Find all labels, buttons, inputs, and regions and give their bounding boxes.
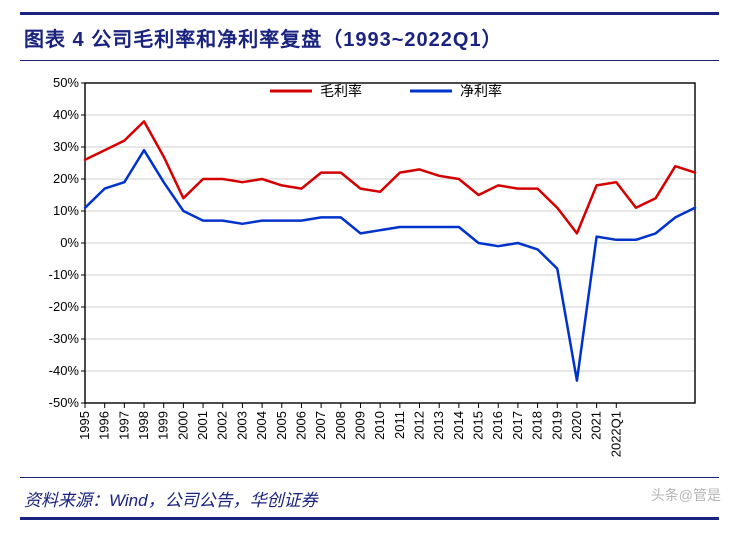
x-tick-label: 1997 [116, 411, 131, 440]
chart-area: -50% -40% -30% -20% -10% 0% 10% 20% 30% 40% 50% 199… [30, 71, 709, 471]
x-tick-label: 2004 [254, 411, 269, 440]
y-tick-label: 50% [53, 75, 79, 90]
y-tick-label: -10% [49, 267, 80, 282]
x-tick-label: 2017 [510, 411, 525, 440]
x-tick-label: 2020 [569, 411, 584, 440]
x-tick-label: 2018 [530, 411, 545, 440]
chart-title: 图表 4 公司毛利率和净利率复盘（1993~2022Q1） [20, 12, 719, 61]
x-tick-label: 2013 [431, 411, 446, 440]
x-tick-label: 2008 [333, 411, 348, 440]
x-tick-label: 2003 [234, 411, 249, 440]
y-tick-label: -30% [49, 331, 80, 346]
y-tick-label: -50% [49, 395, 80, 410]
chart-source: 资料来源：Wind，公司公告，华创证券 [20, 477, 719, 520]
x-tick-label: 2019 [549, 411, 564, 440]
x-tick-label: 2001 [195, 411, 210, 440]
x-tick-label: 2009 [352, 411, 367, 440]
x-tick-label: 2021 [589, 411, 604, 440]
x-tick-label: 1996 [97, 411, 112, 440]
x-tick-label: 2007 [313, 411, 328, 440]
x-tick-label: 1998 [136, 411, 151, 440]
legend-label: 毛利率 [320, 83, 362, 99]
y-tick-label: 20% [53, 171, 79, 186]
x-tick-label: 2014 [451, 411, 466, 440]
y-tick-label: 10% [53, 203, 79, 218]
x-tick-label: 2011 [392, 411, 407, 439]
x-tick-label: 2006 [293, 411, 308, 440]
y-tick-label: -20% [49, 299, 80, 314]
y-tick-label: 40% [53, 107, 79, 122]
x-tick-label: 2010 [372, 411, 387, 440]
x-tick-label: 2022Q1 [608, 411, 623, 457]
legend-label: 净利率 [460, 83, 502, 99]
series-毛利率 [85, 121, 695, 233]
x-tick-label: 1999 [156, 411, 171, 440]
y-tick-label: 30% [53, 139, 79, 154]
watermark: 头条@管是 [651, 485, 721, 505]
y-tick-label: -40% [49, 363, 80, 378]
x-tick-label: 2005 [274, 411, 289, 440]
x-tick-label: 2000 [175, 411, 190, 440]
x-tick-label: 2016 [490, 411, 505, 440]
line-chart-svg: -50% -40% -30% -20% -10% 0% 10% 20% 30% 40% 50% 199… [30, 71, 710, 471]
x-tick-label: 2015 [471, 411, 486, 440]
x-tick-label: 2012 [412, 411, 427, 440]
x-tick-label: 1995 [77, 411, 92, 440]
x-tick-label: 2002 [215, 411, 230, 440]
y-tick-label: 0% [60, 235, 79, 250]
